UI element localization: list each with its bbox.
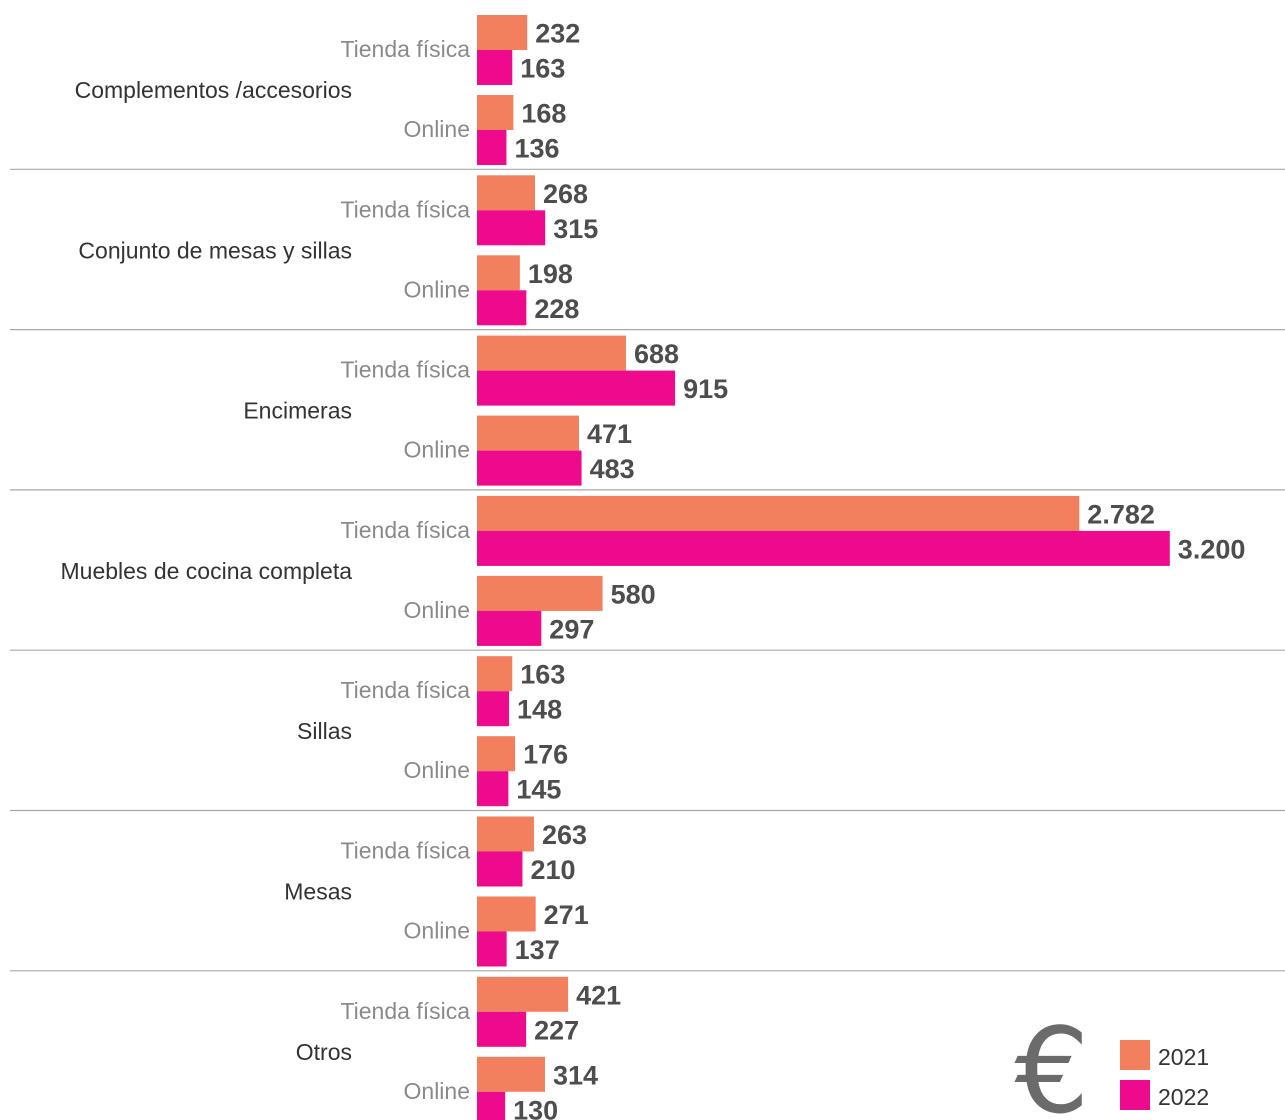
channel-label: Online bbox=[404, 276, 470, 302]
data-label: 136 bbox=[514, 134, 559, 164]
bar-2021 bbox=[477, 656, 513, 692]
category-label: Encimeras bbox=[243, 398, 352, 424]
category-label: Mesas bbox=[284, 879, 352, 905]
data-label: 688 bbox=[634, 339, 679, 369]
bar-2022 bbox=[477, 1091, 506, 1120]
data-label: 915 bbox=[683, 374, 728, 404]
bar-2021 bbox=[477, 816, 534, 852]
data-label: 421 bbox=[576, 980, 621, 1010]
data-label: 145 bbox=[516, 775, 561, 805]
bar-2021 bbox=[477, 575, 603, 611]
bar-2022 bbox=[477, 931, 507, 967]
data-label: 297 bbox=[549, 614, 594, 644]
data-label: 2.782 bbox=[1087, 499, 1155, 529]
bar-2021 bbox=[477, 175, 536, 211]
data-label: 198 bbox=[528, 259, 573, 289]
category-label: Muebles de cocina completa bbox=[61, 558, 353, 584]
bar-2021 bbox=[477, 896, 536, 932]
channel-label: Tienda física bbox=[340, 196, 470, 222]
data-label: 483 bbox=[590, 454, 635, 484]
bar-2021 bbox=[477, 495, 1080, 531]
channel-label: Tienda física bbox=[340, 357, 470, 383]
legend-label: 2021 bbox=[1158, 1044, 1209, 1070]
category-label: Conjunto de mesas y sillas bbox=[78, 237, 352, 263]
bar-2021 bbox=[477, 736, 516, 772]
bar-2022 bbox=[477, 210, 546, 246]
data-label: 232 bbox=[535, 19, 580, 49]
legend-label: 2022 bbox=[1158, 1084, 1209, 1110]
bar-2021 bbox=[477, 15, 528, 50]
channel-label: Tienda física bbox=[340, 36, 470, 62]
channel-label: Tienda física bbox=[340, 838, 470, 864]
data-label: 210 bbox=[530, 855, 575, 885]
data-label: 228 bbox=[534, 294, 579, 324]
bar-2022 bbox=[477, 691, 510, 727]
bar-2022 bbox=[477, 50, 513, 85]
data-label: 168 bbox=[521, 99, 566, 129]
data-label: 176 bbox=[523, 740, 568, 770]
data-label: 227 bbox=[534, 1015, 579, 1045]
category-label: Otros bbox=[296, 1039, 352, 1065]
data-label: 137 bbox=[515, 935, 560, 965]
data-label: 268 bbox=[543, 179, 588, 209]
data-label: 314 bbox=[553, 1060, 598, 1090]
data-label: 315 bbox=[553, 214, 598, 244]
data-label: 163 bbox=[520, 54, 565, 84]
bar-2022 bbox=[477, 290, 527, 326]
data-label: 263 bbox=[542, 820, 587, 850]
legend-swatch-2021 bbox=[1120, 1040, 1150, 1070]
data-label: 271 bbox=[544, 900, 589, 930]
bar-2022 bbox=[477, 130, 507, 165]
channel-label: Online bbox=[404, 116, 470, 142]
data-label: 3.200 bbox=[1178, 534, 1246, 564]
channel-label: Online bbox=[404, 1078, 470, 1104]
bar-2021 bbox=[477, 255, 520, 291]
data-label: 471 bbox=[587, 419, 632, 449]
bar-2022 bbox=[477, 771, 509, 807]
bar-2022 bbox=[477, 1011, 527, 1047]
bar-2022 bbox=[477, 610, 542, 646]
euro-icon: € bbox=[1014, 1002, 1089, 1120]
channel-label: Online bbox=[404, 918, 470, 944]
bar-2022 bbox=[477, 851, 523, 887]
bar-2021 bbox=[477, 1056, 545, 1092]
data-label: 580 bbox=[611, 579, 656, 609]
data-label: 130 bbox=[513, 1095, 558, 1120]
bar-2022 bbox=[477, 450, 582, 486]
legend-swatch-2022 bbox=[1120, 1080, 1150, 1110]
bar-2021 bbox=[477, 976, 569, 1012]
channel-label: Online bbox=[404, 757, 470, 783]
channel-label: Tienda física bbox=[340, 517, 470, 543]
channel-label: Tienda física bbox=[340, 998, 470, 1024]
data-label: 148 bbox=[517, 695, 562, 725]
channel-label: Tienda física bbox=[340, 677, 470, 703]
bar-2022 bbox=[477, 370, 676, 406]
bar-2021 bbox=[477, 415, 579, 451]
channel-label: Online bbox=[404, 437, 470, 463]
bar-2021 bbox=[477, 335, 626, 371]
category-label: Sillas bbox=[297, 718, 352, 744]
bar-2022 bbox=[477, 530, 1170, 566]
channel-label: Online bbox=[404, 597, 470, 623]
category-label: Complementos /accesorios bbox=[75, 77, 352, 103]
data-label: 163 bbox=[520, 660, 565, 690]
bar-2021 bbox=[477, 95, 514, 130]
